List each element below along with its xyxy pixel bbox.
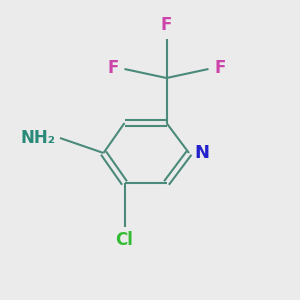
Text: NH₂: NH₂ — [20, 129, 56, 147]
Text: F: F — [214, 59, 226, 77]
Text: F: F — [107, 59, 118, 77]
Text: N: N — [194, 144, 209, 162]
Text: F: F — [161, 16, 172, 34]
Text: Cl: Cl — [116, 231, 134, 249]
